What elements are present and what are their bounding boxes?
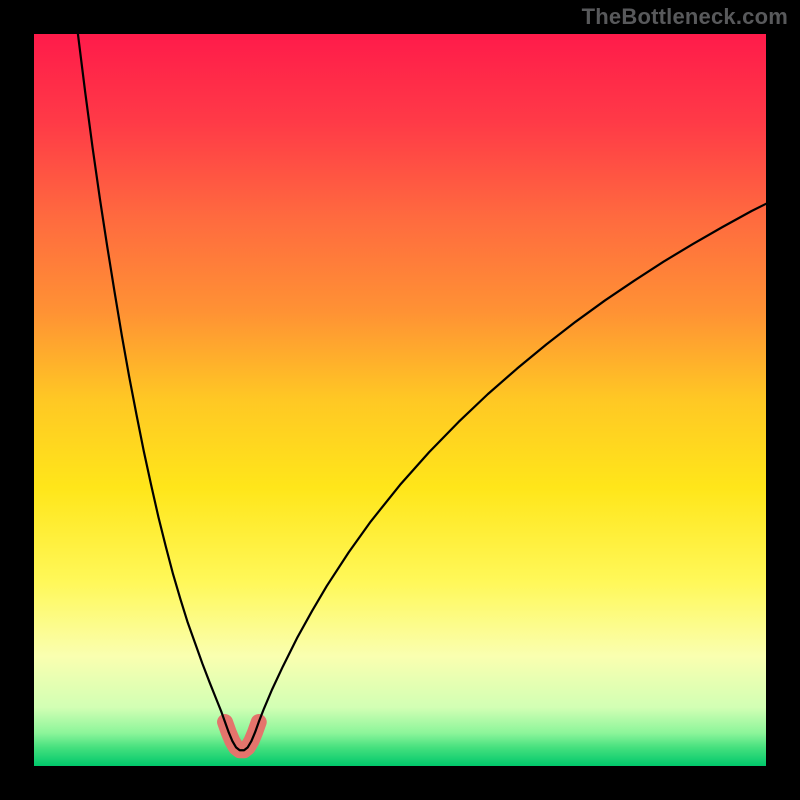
plot-area [34, 34, 766, 766]
watermark-text: TheBottleneck.com [582, 4, 788, 30]
gradient-background [34, 34, 766, 766]
chart-frame: TheBottleneck.com [0, 0, 800, 800]
chart-svg [34, 34, 766, 766]
